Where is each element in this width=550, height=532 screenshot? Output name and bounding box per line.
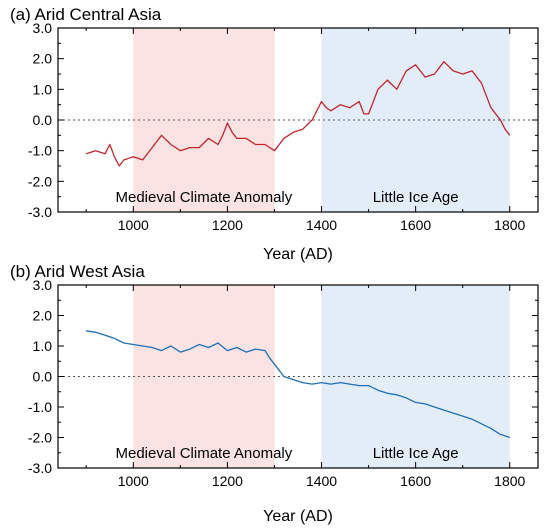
panel-a-y-tick-label: 2.0 [33, 51, 53, 67]
panel-b-x-tick-label: 1400 [306, 473, 337, 489]
panel-b-y-tick-label: -1.0 [28, 399, 52, 415]
panel-a-series-line [86, 61, 511, 167]
panel-a: Medieval Climate Anomaly Little Ice Age -… [10, 5, 539, 263]
panel-b-x-tick-label: 1000 [118, 473, 149, 489]
panel-a-y-tick-label: 1.0 [33, 81, 53, 97]
panel-b-band-label: Medieval Climate Anomaly [116, 445, 293, 462]
panel-b: Medieval Climate Anomaly Little Ice Age -… [10, 262, 539, 525]
panel-b-x-axis-label: Year (AD) [263, 508, 333, 525]
panel-b-y-tick-label: 0.0 [33, 369, 53, 385]
panel-a-x-tick-label: 1200 [212, 217, 243, 233]
panel-b-y-tick-label: -2.0 [28, 430, 52, 446]
panel-a-y-tick-label: -3.0 [28, 204, 52, 220]
panel-a-x-axis-label: Year (AD) [263, 246, 333, 263]
panel-a-y-tick-label: -2.0 [28, 173, 52, 189]
panel-a-x-tick-label: 1000 [118, 217, 149, 233]
panel-a-band-label: Little Ice Age [373, 189, 459, 206]
panel-a-title: (a) Arid Central Asia [10, 5, 162, 24]
panel-a-y-tick-label: 3.0 [33, 20, 53, 36]
panel-a-x-tick-label: 1400 [306, 217, 337, 233]
panel-b-y-tick-label: 2.0 [33, 308, 53, 324]
panel-b-x-tick-label: 1600 [400, 473, 431, 489]
panel-a-y-tick-label: 0.0 [33, 112, 53, 128]
panel-b-y-tick-label: -3.0 [28, 460, 52, 476]
panel-b-band-label: Little Ice Age [373, 445, 459, 462]
panel-a-x-tick-label: 1800 [494, 217, 525, 233]
panel-b-x-tick-label: 1800 [494, 473, 525, 489]
panel-b-series-line [86, 330, 511, 439]
panel-a-x-tick-label: 1600 [400, 217, 431, 233]
panel-b-title: (b) Arid West Asia [10, 262, 145, 281]
panel-a-y-tick-label: -1.0 [28, 143, 52, 159]
panel-b-y-tick-label: 1.0 [33, 338, 53, 354]
panel-b-x-tick-label: 1200 [212, 473, 243, 489]
panel-b-y-tick-label: 3.0 [33, 277, 53, 293]
panel-a-band-label: Medieval Climate Anomaly [116, 189, 293, 206]
